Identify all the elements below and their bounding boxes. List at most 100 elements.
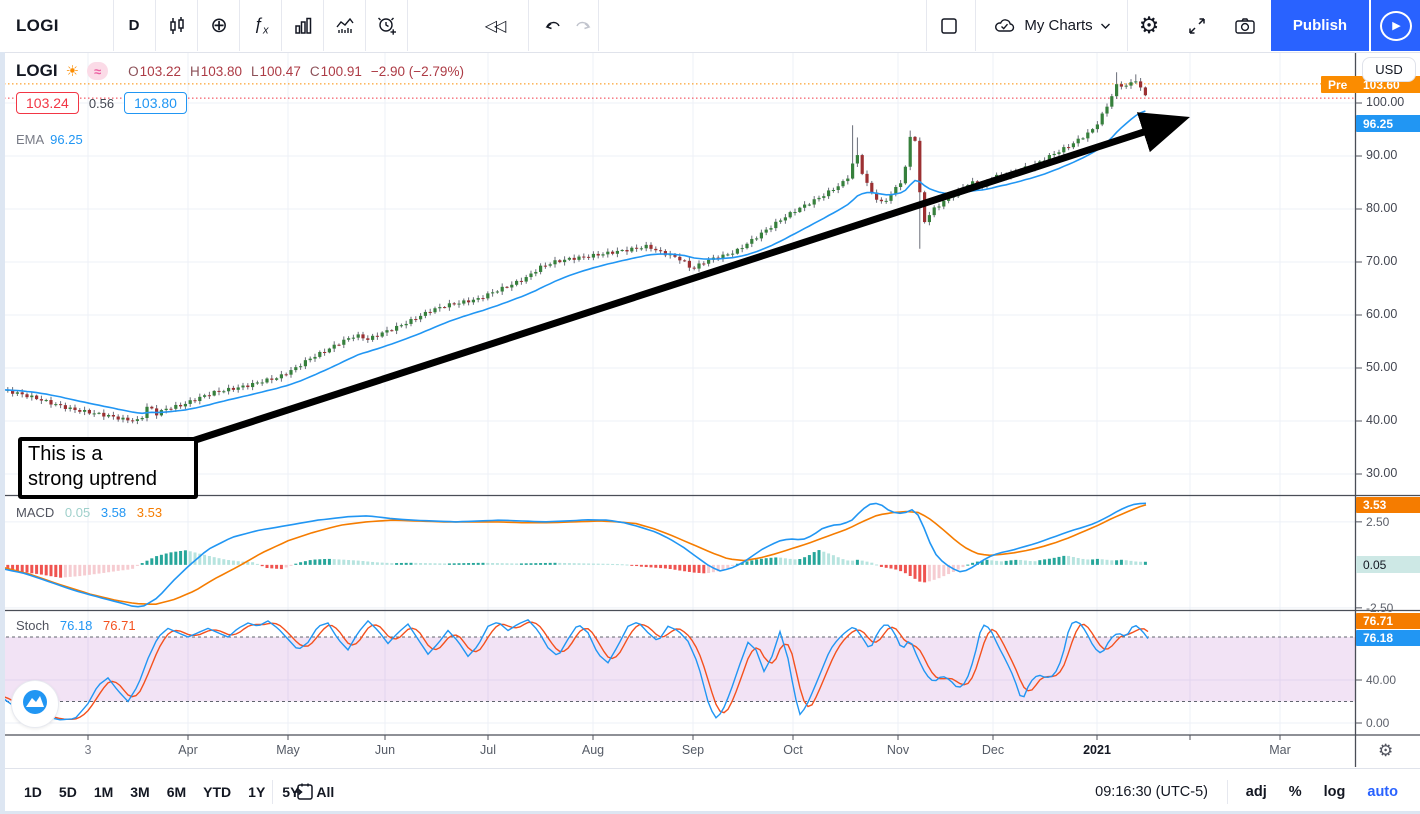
range-button-5d[interactable]: 5D <box>58 783 77 800</box>
settings-button[interactable]: ⚙ <box>1134 0 1164 51</box>
price-tick-label: 50.00 <box>1366 360 1398 374</box>
layout-square-icon <box>939 16 959 36</box>
snapshot-button[interactable] <box>1230 0 1260 51</box>
play-icon: ▶ <box>1379 10 1412 41</box>
ema-legend[interactable]: EMA 96.25 <box>16 132 83 147</box>
bid-ask-row: 103.24 0.56 103.80 <box>16 92 187 114</box>
my-charts-button[interactable]: My Charts <box>984 0 1120 51</box>
adjust-toggle[interactable]: adj <box>1245 783 1267 800</box>
indicators-button[interactable]: ƒx <box>247 0 275 51</box>
change-value: −2.90 (−2.79%) <box>370 63 464 79</box>
redo-arrow-icon <box>573 16 593 36</box>
toolbar-divider <box>1227 780 1228 804</box>
log-toggle[interactable]: log <box>1323 783 1346 800</box>
price-tick-label: 40.00 <box>1366 413 1398 427</box>
toolbar-divider <box>113 0 114 51</box>
redo-button[interactable] <box>570 0 596 51</box>
fullscreen-button[interactable] <box>1182 0 1212 51</box>
forecast-button[interactable] <box>331 0 359 51</box>
auto-scale-toggle[interactable]: auto <box>1367 783 1398 800</box>
compare-button[interactable]: ⊕ <box>205 0 233 51</box>
toolbar-divider <box>323 0 324 51</box>
plus-circle-icon: ⊕ <box>210 14 228 37</box>
interval-button[interactable]: D <box>128 17 140 34</box>
time-axis-label: Sep <box>681 743 705 757</box>
percent-toggle[interactable]: % <box>1288 783 1302 800</box>
toolbar-divider <box>281 0 282 51</box>
templates-button[interactable] <box>289 0 317 51</box>
range-button-ytd[interactable]: YTD <box>203 783 232 800</box>
range-button-1y[interactable]: 1Y <box>248 783 266 800</box>
toolbar-divider <box>598 0 599 51</box>
symbol-legend[interactable]: LOGI ☀ ≈ O103.22 H103.80 L100.47 C100.91… <box>16 60 464 82</box>
range-button-5y[interactable]: 5Y <box>282 783 300 800</box>
date-range-buttons: 1D 5D 1M 3M 6M YTD 1Y 5Y All <box>24 769 334 814</box>
toolbar-divider <box>155 0 156 51</box>
bid-price[interactable]: 103.24 <box>16 92 79 114</box>
macd-signal-tag: 3.53 <box>1356 497 1420 513</box>
text-annotation[interactable]: This is a strong uptrend <box>18 437 198 499</box>
approx-data-icon: ≈ <box>87 62 109 80</box>
indicator-logo-badge <box>11 680 59 728</box>
toolbar-divider <box>1127 0 1128 51</box>
range-button-all[interactable]: All <box>316 783 335 800</box>
go-to-date-button[interactable] <box>292 782 314 807</box>
toolbar-divider <box>239 0 240 51</box>
window-edge <box>0 52 5 814</box>
macd-legend[interactable]: MACD 0.05 3.58 3.53 <box>16 505 163 520</box>
legend-symbol: LOGI <box>16 61 58 80</box>
symbol-search-button[interactable]: LOGI <box>16 15 59 35</box>
price-tick-label: 30.00 <box>1366 466 1398 480</box>
fx-icon: ƒx <box>253 14 269 37</box>
ema-price-tag: 96.25 <box>1356 115 1420 132</box>
price-tick-label: 100.00 <box>1366 95 1405 109</box>
macd-tick-label: -2.50 <box>1366 600 1394 615</box>
ask-price[interactable]: 103.80 <box>124 92 187 114</box>
stoch-k-line <box>0 618 1149 721</box>
macd-line <box>0 502 1147 608</box>
time-axis-label: Nov <box>886 743 910 757</box>
stoch-legend[interactable]: Stoch 76.18 76.71 <box>16 618 136 633</box>
bar-replay-button[interactable]: ◁◁ <box>478 0 510 51</box>
alarm-clock-plus-icon <box>376 15 398 37</box>
fullscreen-icon <box>1187 16 1207 36</box>
macd-tick-label: 2.50 <box>1366 514 1390 529</box>
time-axis-label: Dec <box>981 743 1005 757</box>
stoch-panel <box>0 618 1149 721</box>
camera-icon <box>1234 16 1256 36</box>
time-axis-label: Jul <box>480 743 496 757</box>
price-tick-label: 60.00 <box>1366 307 1398 321</box>
macd-signal-line <box>0 504 1147 606</box>
time-axis-label: Jun <box>374 743 396 757</box>
clock-timezone[interactable]: 09:16:30 (UTC-5) <box>1095 783 1208 800</box>
publish-button[interactable]: Publish <box>1271 0 1369 51</box>
currency-button[interactable]: USD <box>1362 57 1416 82</box>
window-edge <box>0 811 1420 814</box>
play-button[interactable]: ▶ <box>1371 0 1420 51</box>
toolbar-divider <box>407 0 408 51</box>
calendar-icon <box>292 783 314 806</box>
gear-icon: ⚙ <box>1138 12 1160 38</box>
time-axis-label: Oct <box>783 743 803 757</box>
range-button-1m[interactable]: 1M <box>93 783 114 800</box>
toolbar-divider <box>197 0 198 51</box>
time-axis-label: Aug <box>581 743 605 757</box>
range-button-3m[interactable]: 3M <box>130 783 150 800</box>
toolbar-divider <box>272 780 273 804</box>
range-button-6m[interactable]: 6M <box>166 783 187 800</box>
layout-button[interactable] <box>934 0 964 51</box>
stoch-tick-label: 0.00 <box>1366 716 1390 730</box>
toolbar-divider <box>528 0 529 51</box>
my-charts-label: My Charts <box>1024 17 1093 34</box>
price-tick-label: 80.00 <box>1366 201 1398 215</box>
range-button-1d[interactable]: 1D <box>24 783 42 800</box>
chart-style-button[interactable] <box>164 0 190 51</box>
time-axis-label: 3 <box>84 743 92 757</box>
pre-market-sun-icon: ☀ <box>65 63 80 80</box>
alert-button[interactable] <box>373 0 401 51</box>
time-axis-gear-icon[interactable]: ⚙ <box>1378 741 1394 760</box>
trend-arrow <box>178 112 1190 449</box>
undo-button[interactable] <box>540 0 566 51</box>
